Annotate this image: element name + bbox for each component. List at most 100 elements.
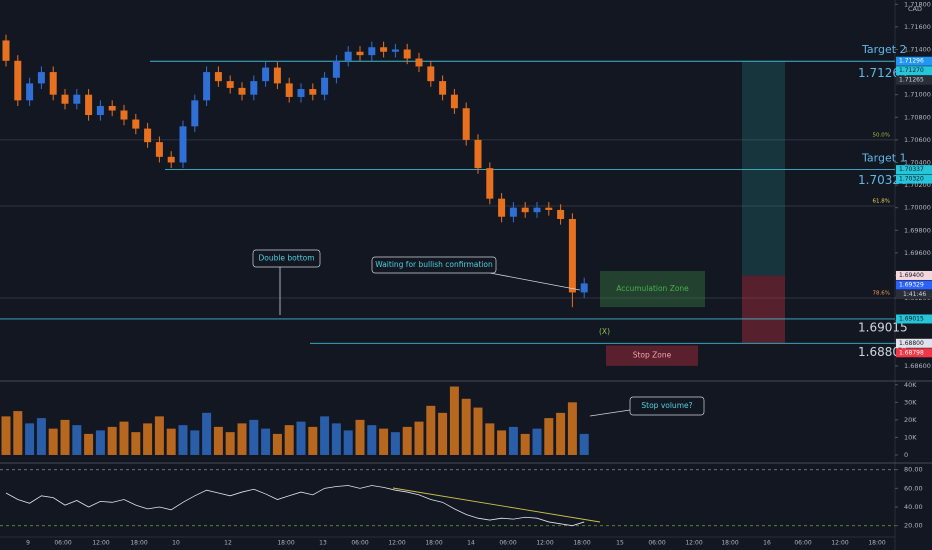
x-tick-label: 06:00	[648, 540, 665, 547]
volume-bar	[426, 405, 436, 455]
y-tick-label: 1.71000	[904, 91, 931, 99]
y-tick-label: 1.68600	[904, 362, 931, 370]
rsi-line	[5, 485, 585, 527]
volume-bar	[320, 416, 330, 455]
candle-body	[568, 218, 576, 293]
y-tick-label: 1.69800	[904, 226, 931, 234]
price-badge-label: 1.69329	[899, 281, 924, 288]
candle-body	[309, 89, 317, 95]
x-tick-label: 16	[763, 540, 771, 547]
price-badge-label: 1.69015	[899, 315, 924, 322]
candle-body	[344, 51, 352, 61]
candle-body	[545, 207, 553, 210]
x-tick-label: 18:00	[573, 540, 590, 547]
x-tick-label: 06:00	[499, 540, 516, 547]
y-tick-label: 1.70600	[904, 136, 931, 144]
volume-bar	[544, 418, 554, 455]
candle-body	[439, 81, 447, 95]
callout-pointer	[489, 272, 581, 291]
zone-label: Stop Zone	[633, 351, 672, 360]
candle-body	[61, 94, 69, 104]
zone	[600, 270, 705, 308]
price-badge-label: 1.70337	[899, 166, 924, 173]
candle-body	[262, 67, 270, 82]
y-tick-label: 1.71400	[904, 45, 931, 53]
candle-body	[498, 198, 506, 217]
candle-body	[96, 105, 104, 116]
x-tick-label: 12:00	[685, 540, 702, 547]
volume-bar	[60, 419, 70, 455]
price-badge	[896, 270, 932, 280]
x-tick-label: 12:00	[92, 540, 109, 547]
x-tick-label: 06:00	[351, 540, 368, 547]
candle-body	[450, 94, 458, 109]
fib-label: 50.0%	[873, 132, 890, 138]
rsi-trendline	[392, 487, 601, 523]
currency: CAD	[908, 5, 922, 13]
callout-box	[371, 256, 497, 274]
candle-body	[427, 66, 435, 82]
volume-bar	[107, 426, 117, 455]
volume-bar	[166, 428, 176, 455]
volume-bar	[331, 423, 341, 455]
volume-bar	[449, 386, 459, 455]
x-tick-label: 18:00	[130, 540, 147, 547]
volume-bar	[261, 428, 271, 455]
volume-tick-label: 10K	[904, 433, 917, 441]
price-badge-label: 1.69400	[899, 272, 924, 279]
callout-box	[252, 249, 321, 268]
rsi-tick-label: 80.00	[904, 466, 923, 474]
volume-bar	[438, 412, 448, 455]
volume-bar	[13, 411, 23, 455]
volume-bar	[272, 433, 282, 455]
volume-bar	[390, 432, 400, 455]
candle-body	[321, 77, 329, 95]
candle-body	[474, 139, 482, 169]
candle-body	[533, 207, 541, 213]
rsi-tick-label: 40.00	[904, 503, 923, 511]
x-tick-label: 18:00	[721, 540, 738, 547]
volume-bar	[225, 432, 235, 455]
x-tick-label: 06:00	[54, 540, 71, 547]
price-badge-label: 1.71265	[899, 77, 924, 84]
candle-body	[191, 100, 199, 127]
candle-body	[203, 72, 211, 101]
candle-body	[26, 83, 34, 101]
candle-body	[580, 283, 588, 293]
volume-bar	[237, 423, 247, 455]
candle-body	[14, 60, 22, 101]
candle-body	[108, 105, 116, 111]
candle-body	[238, 87, 246, 95]
x-tick-label: 10	[172, 540, 180, 547]
volume-bar	[154, 416, 164, 455]
volume-bar	[84, 433, 94, 455]
volume-tick-label: 30K	[904, 398, 917, 406]
volume-bar	[343, 430, 353, 455]
volume-bar	[497, 430, 507, 455]
price-badge-label: 1.70320	[899, 176, 924, 183]
volume-bar	[178, 425, 188, 455]
volume-bar	[143, 423, 153, 455]
price-badge-label: 1.71270	[899, 67, 924, 74]
volume-bar	[48, 428, 58, 455]
candle-body	[273, 67, 281, 84]
volume-bar	[402, 426, 412, 455]
candle-body	[557, 209, 565, 219]
volume-bar	[249, 419, 259, 455]
x-tick-label: 15	[616, 540, 624, 547]
price-label: 1.69015	[858, 320, 908, 334]
candle-body	[226, 81, 234, 88]
callout-text: Double bottom	[258, 254, 314, 263]
candle-body	[214, 72, 222, 82]
x-tick-label: 18:00	[868, 540, 885, 547]
x-tick-label: 12:00	[388, 540, 405, 547]
candle-body	[403, 49, 411, 59]
x-tick-label: 12:00	[831, 540, 848, 547]
volume-bar	[190, 430, 200, 455]
price-badge	[896, 56, 932, 66]
volume-bar	[25, 423, 35, 455]
volume-bar	[473, 407, 483, 455]
callout-text: Stop volume?	[641, 401, 692, 410]
